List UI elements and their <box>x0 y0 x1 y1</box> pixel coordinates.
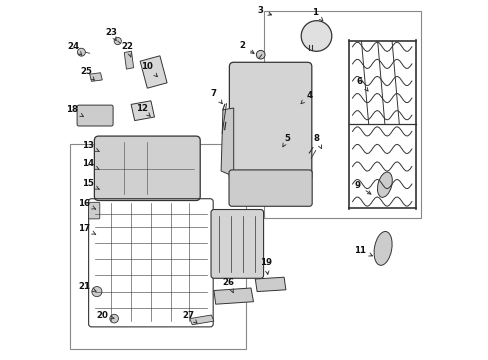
FancyBboxPatch shape <box>211 210 263 278</box>
Polygon shape <box>255 277 285 292</box>
Text: 9: 9 <box>354 181 370 194</box>
Circle shape <box>256 50 264 59</box>
FancyBboxPatch shape <box>77 105 113 126</box>
Circle shape <box>92 287 102 297</box>
Text: 1: 1 <box>311 8 322 21</box>
Text: 24: 24 <box>67 42 81 55</box>
Text: 27: 27 <box>182 310 197 323</box>
Polygon shape <box>189 315 213 325</box>
FancyBboxPatch shape <box>94 136 200 201</box>
Polygon shape <box>213 288 253 304</box>
FancyBboxPatch shape <box>229 62 311 181</box>
Text: 13: 13 <box>81 141 99 152</box>
FancyBboxPatch shape <box>88 202 100 219</box>
Text: 12: 12 <box>136 104 150 116</box>
Text: 18: 18 <box>65 105 83 117</box>
Text: 4: 4 <box>301 91 312 104</box>
Text: 2: 2 <box>239 40 254 54</box>
Polygon shape <box>221 108 233 176</box>
FancyBboxPatch shape <box>228 170 311 206</box>
Text: 6: 6 <box>356 77 367 91</box>
Text: 21: 21 <box>78 282 96 292</box>
Text: 22: 22 <box>121 42 133 57</box>
Bar <box>264 11 420 218</box>
Text: 23: 23 <box>105 28 117 41</box>
Text: 20: 20 <box>96 310 114 320</box>
Text: 15: 15 <box>82 179 99 189</box>
Text: 8: 8 <box>313 134 321 149</box>
Ellipse shape <box>373 231 391 265</box>
Ellipse shape <box>301 21 331 51</box>
Text: 7: 7 <box>210 89 222 104</box>
Text: 5: 5 <box>282 134 290 147</box>
Text: 14: 14 <box>81 159 99 170</box>
Text: 3: 3 <box>257 6 271 15</box>
Bar <box>70 144 246 349</box>
Polygon shape <box>124 51 133 69</box>
Circle shape <box>114 37 121 45</box>
Polygon shape <box>131 101 154 121</box>
Text: 11: 11 <box>353 246 372 256</box>
Text: 19: 19 <box>260 258 271 274</box>
Polygon shape <box>140 56 167 88</box>
Text: 10: 10 <box>141 62 157 77</box>
Text: 26: 26 <box>222 278 234 293</box>
Circle shape <box>77 48 85 56</box>
Text: 17: 17 <box>78 224 96 234</box>
Polygon shape <box>89 73 102 81</box>
Text: 25: 25 <box>80 68 94 80</box>
Ellipse shape <box>377 172 391 197</box>
Text: 16: 16 <box>78 199 96 209</box>
Circle shape <box>110 314 118 323</box>
